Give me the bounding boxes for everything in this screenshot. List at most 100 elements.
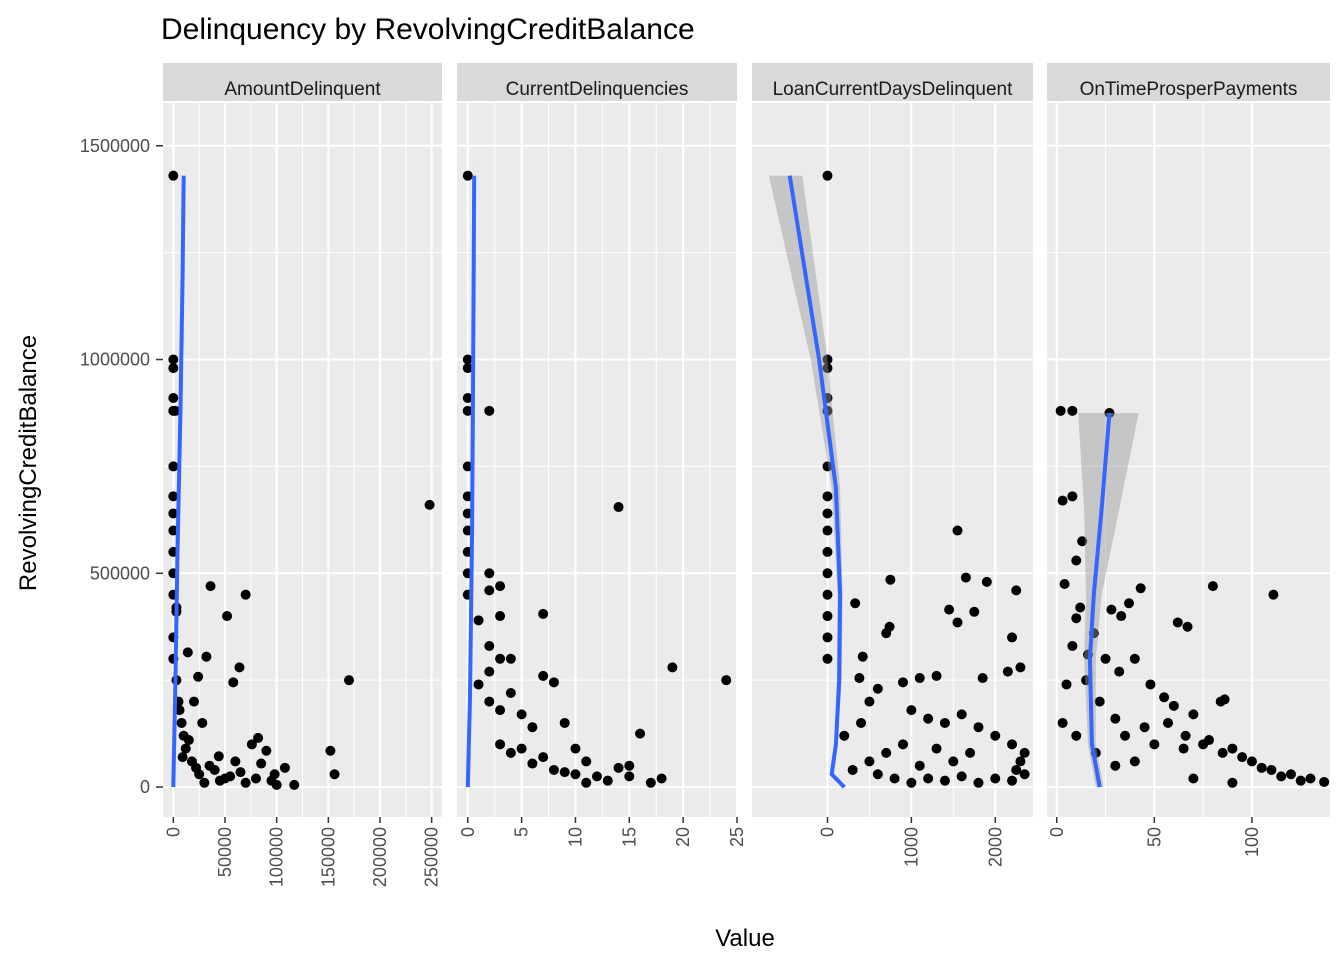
data-point	[235, 767, 246, 778]
data-point	[1104, 407, 1115, 418]
data-point	[885, 574, 896, 585]
data-point	[1227, 777, 1238, 788]
data-point	[864, 696, 875, 707]
data-point	[1110, 713, 1121, 724]
data-point	[1002, 666, 1013, 677]
data-point	[234, 662, 245, 673]
smooth-line	[1087, 412, 1112, 788]
data-point	[1285, 769, 1296, 780]
data-point	[205, 581, 216, 592]
data-point	[1159, 692, 1170, 703]
data-point	[906, 777, 917, 788]
data-point	[538, 608, 549, 619]
data-point	[1116, 611, 1127, 622]
x-tick-label: 10	[565, 827, 585, 847]
data-point	[923, 713, 934, 724]
data-point	[822, 589, 833, 600]
data-point	[168, 393, 179, 404]
data-point	[973, 777, 984, 788]
data-point	[906, 705, 917, 716]
data-point	[495, 739, 506, 750]
data-point	[176, 717, 187, 728]
data-point	[484, 666, 495, 677]
data-point	[1163, 717, 1174, 728]
data-point	[1120, 730, 1131, 741]
data-point	[1237, 752, 1248, 763]
data-point	[1295, 775, 1306, 786]
smooth-line	[787, 175, 846, 789]
data-point	[174, 705, 185, 716]
data-point	[289, 779, 300, 790]
data-point	[656, 773, 667, 784]
data-layer	[1055, 405, 1330, 788]
data-point	[931, 743, 942, 754]
data-point	[1268, 589, 1279, 600]
x-tick-label: 200000	[370, 827, 390, 887]
data-point	[570, 743, 581, 754]
data-point	[864, 756, 875, 767]
data-point	[1075, 602, 1086, 613]
facet-ontimeprosperpayments: OnTimeProsperPayments 0 50 100	[1047, 63, 1330, 857]
data-point	[462, 363, 473, 374]
facet-currentdelinquencies: CurrentDelinquencies 0 5 10 15 20 25	[457, 63, 747, 847]
data-point	[847, 764, 858, 775]
data-point	[1149, 739, 1160, 750]
data-point	[822, 170, 833, 181]
data-point	[1129, 756, 1140, 767]
data-layer	[768, 170, 1030, 789]
data-point	[462, 354, 473, 365]
chart-title: Delinquency by RevolvingCreditBalance	[161, 13, 695, 46]
confidence-ribbon	[1078, 412, 1139, 788]
data-point	[199, 777, 210, 788]
data-point	[462, 491, 473, 502]
data-point	[822, 611, 833, 622]
facet-strip	[1047, 63, 1330, 101]
data-point	[973, 722, 984, 733]
x-tick-label: 15	[619, 827, 639, 847]
data-point	[581, 777, 592, 788]
data-point	[168, 354, 179, 365]
data-point	[822, 632, 833, 643]
data-point	[256, 758, 267, 769]
data-point	[1182, 621, 1193, 632]
data-point	[1055, 405, 1066, 416]
data-point	[931, 670, 942, 681]
data-point	[204, 760, 215, 771]
data-point	[495, 581, 506, 592]
data-point	[613, 762, 624, 773]
data-point	[559, 717, 570, 728]
data-point	[914, 673, 925, 684]
data-point	[881, 628, 892, 639]
data-point	[850, 598, 861, 609]
data-point	[197, 717, 208, 728]
data-point	[495, 653, 506, 664]
x-tick-label: 5	[512, 827, 532, 837]
data-point	[1067, 491, 1078, 502]
data-point	[1172, 617, 1183, 628]
data-point	[538, 670, 549, 681]
smooth-line	[171, 175, 186, 788]
data-point	[505, 688, 516, 699]
data-point	[944, 604, 955, 615]
facet-amountdelinquent: AmountDelinquent 0 50000 100000 150000 200000…	[163, 63, 442, 887]
data-point	[193, 671, 204, 682]
data-point	[240, 777, 251, 788]
data-point	[939, 717, 950, 728]
data-point	[1145, 679, 1156, 690]
data-point	[495, 611, 506, 622]
data-point	[897, 677, 908, 688]
data-point	[1059, 578, 1070, 589]
data-point	[1266, 764, 1277, 775]
data-point	[213, 751, 224, 762]
data-point	[1319, 776, 1330, 787]
data-point	[1114, 666, 1125, 677]
facet-strip	[457, 63, 737, 101]
data-point	[240, 589, 251, 600]
x-axis-title: Value	[715, 925, 775, 952]
data-point	[914, 760, 925, 771]
data-point	[168, 363, 179, 374]
data-point	[822, 363, 833, 374]
data-point	[246, 739, 257, 750]
x-tick-label: 0	[817, 827, 837, 837]
data-point	[1011, 764, 1022, 775]
